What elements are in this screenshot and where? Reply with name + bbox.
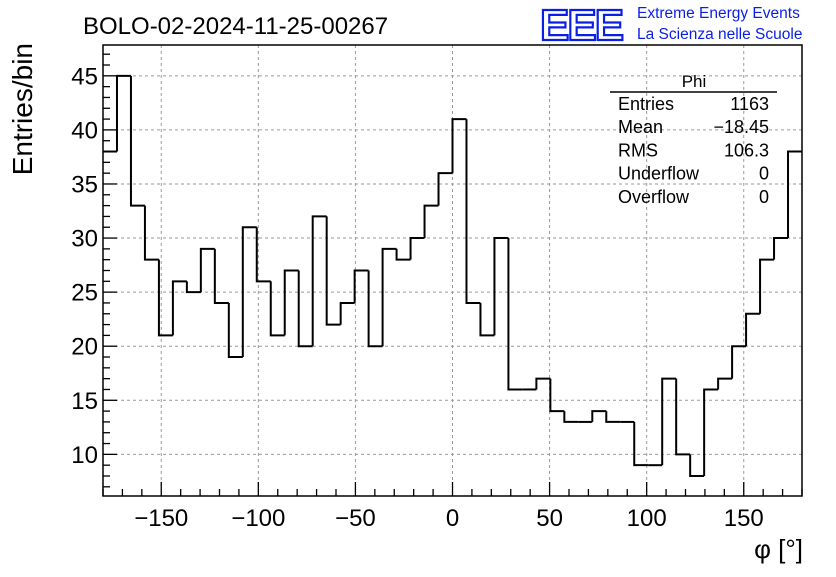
- histogram-bin: [451, 118, 467, 174]
- histogram-bin: [297, 270, 313, 348]
- histogram-bin: [199, 247, 215, 293]
- y-tick-label: 25: [71, 280, 98, 307]
- y-tick-label: 30: [71, 226, 98, 253]
- eee-logo: EEE Extreme Energy Events La Scienza nel…: [539, 0, 803, 51]
- stats-row-value: 0: [759, 164, 769, 184]
- x-tick-labels: −150 −100 −50 0 50 100 150: [134, 505, 764, 532]
- chart-title: BOLO-02-2024-11-25-00267: [83, 13, 388, 40]
- histogram-series: [103, 74, 802, 477]
- histogram-bin: [479, 302, 495, 337]
- histogram-bin: [703, 388, 719, 476]
- histogram-bin: [633, 421, 649, 467]
- y-tick-labels: 10 15 20 25 30 35 40 45: [71, 63, 98, 469]
- histogram-bin: [605, 411, 621, 423]
- axes: [102, 44, 803, 497]
- y-tick-label: 45: [71, 63, 98, 90]
- histogram-bin: [787, 150, 802, 239]
- histogram-bin: [213, 248, 229, 304]
- histogram-bin: [311, 215, 327, 347]
- x-tick-label: 50: [536, 505, 563, 532]
- histogram-bin: [437, 172, 453, 206]
- histogram-bin: [171, 280, 187, 336]
- histogram-bin: [773, 237, 789, 260]
- histogram-bin: [395, 248, 411, 261]
- histogram-bin: [535, 377, 551, 390]
- y-tick-label: 35: [71, 171, 98, 198]
- stats-row-value: 106.3: [724, 140, 769, 160]
- histogram-bin: [563, 411, 579, 423]
- histogram-bin: [269, 281, 285, 337]
- x-tick-label: −50: [335, 505, 376, 532]
- histogram-bin: [689, 454, 705, 477]
- histogram-bin: [255, 227, 271, 283]
- histogram-bin: [759, 258, 775, 314]
- stats-row-label: Underflow: [618, 164, 700, 184]
- histogram-bin: [549, 378, 565, 413]
- histogram-bin: [185, 281, 201, 294]
- histogram-bin: [745, 312, 761, 347]
- histogram-bin: [339, 301, 355, 325]
- stats-row-label: Entries: [618, 94, 674, 114]
- stats-box-title: Phi: [682, 72, 707, 91]
- histogram-bin: [325, 216, 341, 326]
- stats-row-value: 1163: [730, 94, 769, 114]
- histogram-bin: [493, 237, 509, 336]
- x-tick-label: −100: [231, 505, 285, 532]
- stats-row-label: Overflow: [618, 187, 690, 207]
- y-tick-label: 15: [71, 388, 98, 415]
- histogram-bin: [591, 410, 607, 422]
- logo-line-1: Extreme Energy Events: [637, 5, 800, 22]
- y-tick-label: 10: [71, 442, 98, 469]
- histogram-bin: [507, 238, 523, 391]
- grid-lines: [103, 45, 802, 496]
- x-tick-label: 150: [724, 505, 764, 532]
- histogram-bin: [423, 204, 439, 239]
- x-axis-label: φ [°]: [754, 534, 803, 564]
- histogram-bin: [465, 119, 481, 304]
- stats-row-label: RMS: [618, 140, 658, 160]
- logo-line-2: La Scienza nelle Scuole: [637, 26, 802, 43]
- histogram-bin: [717, 377, 733, 390]
- logo-mark: EEE: [540, 1, 623, 50]
- histogram-bin: [283, 269, 299, 336]
- histogram-bin: [353, 269, 369, 303]
- histogram-bin: [675, 378, 691, 456]
- histogram-bin: [129, 75, 145, 207]
- y-tick-label: 20: [71, 334, 98, 361]
- stats-row-value: −18.45: [713, 117, 769, 137]
- histogram-bin: [367, 270, 383, 348]
- stats-box: Phi Entries 1163 Mean −18.45 RMS 106.3 Underfl…: [610, 72, 777, 207]
- x-tick-label: 100: [627, 505, 667, 532]
- histogram-bin: [227, 302, 243, 359]
- y-tick-label: 40: [71, 117, 98, 144]
- histogram-bin: [381, 247, 397, 347]
- histogram-bin: [143, 205, 159, 261]
- y-axis-label: Entries/bin: [7, 43, 38, 175]
- stats-row-label: Mean: [618, 117, 663, 137]
- x-tick-label: −150: [134, 505, 188, 532]
- histogram-bin: [157, 259, 173, 337]
- histogram-bin: [731, 345, 747, 379]
- stats-rows: Entries 1163 Mean −18.45 RMS 106.3 Underflow 0 O…: [618, 94, 769, 207]
- histogram-bin: [661, 377, 677, 466]
- histogram-bin: [241, 226, 257, 358]
- histogram-bin: [409, 237, 425, 260]
- stats-row-value: 0: [759, 187, 769, 207]
- x-tick-label: 0: [446, 505, 459, 532]
